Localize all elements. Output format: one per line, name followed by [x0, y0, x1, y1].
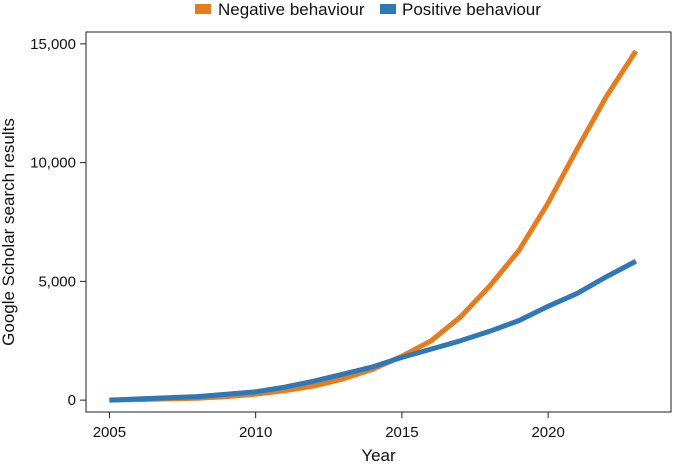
legend-swatch-positive-behaviour: [380, 4, 396, 14]
x-tick-label: 2010: [239, 424, 272, 441]
y-tick-label: 0: [68, 392, 76, 409]
x-axis: 2005 2010 2015 2020: [93, 412, 565, 441]
y-axis-title: Google Scholar search results: [0, 118, 18, 346]
x-axis-title: Year: [361, 446, 396, 465]
y-tick-label: 5,000: [38, 273, 76, 290]
x-tick-label: 2015: [385, 424, 418, 441]
series-lines: [109, 49, 638, 403]
x-tick-label: 2020: [531, 424, 564, 441]
series-line-negative-behaviour: [109, 49, 638, 403]
y-tick-label: 15,000: [30, 36, 76, 53]
series-line-positive-behaviour: [109, 258, 638, 403]
legend: Negative behaviour Positive behaviour: [195, 0, 541, 19]
y-tick-label: 10,000: [30, 155, 76, 172]
legend-label-negative-behaviour: Negative behaviour: [218, 0, 365, 19]
legend-swatch-negative-behaviour: [195, 4, 211, 14]
legend-label-positive-behaviour: Positive behaviour: [402, 0, 541, 19]
x-tick-label: 2005: [93, 424, 126, 441]
plot-frame: [85, 31, 672, 413]
y-axis: 0 5,000 10,000 15,000: [30, 36, 86, 409]
